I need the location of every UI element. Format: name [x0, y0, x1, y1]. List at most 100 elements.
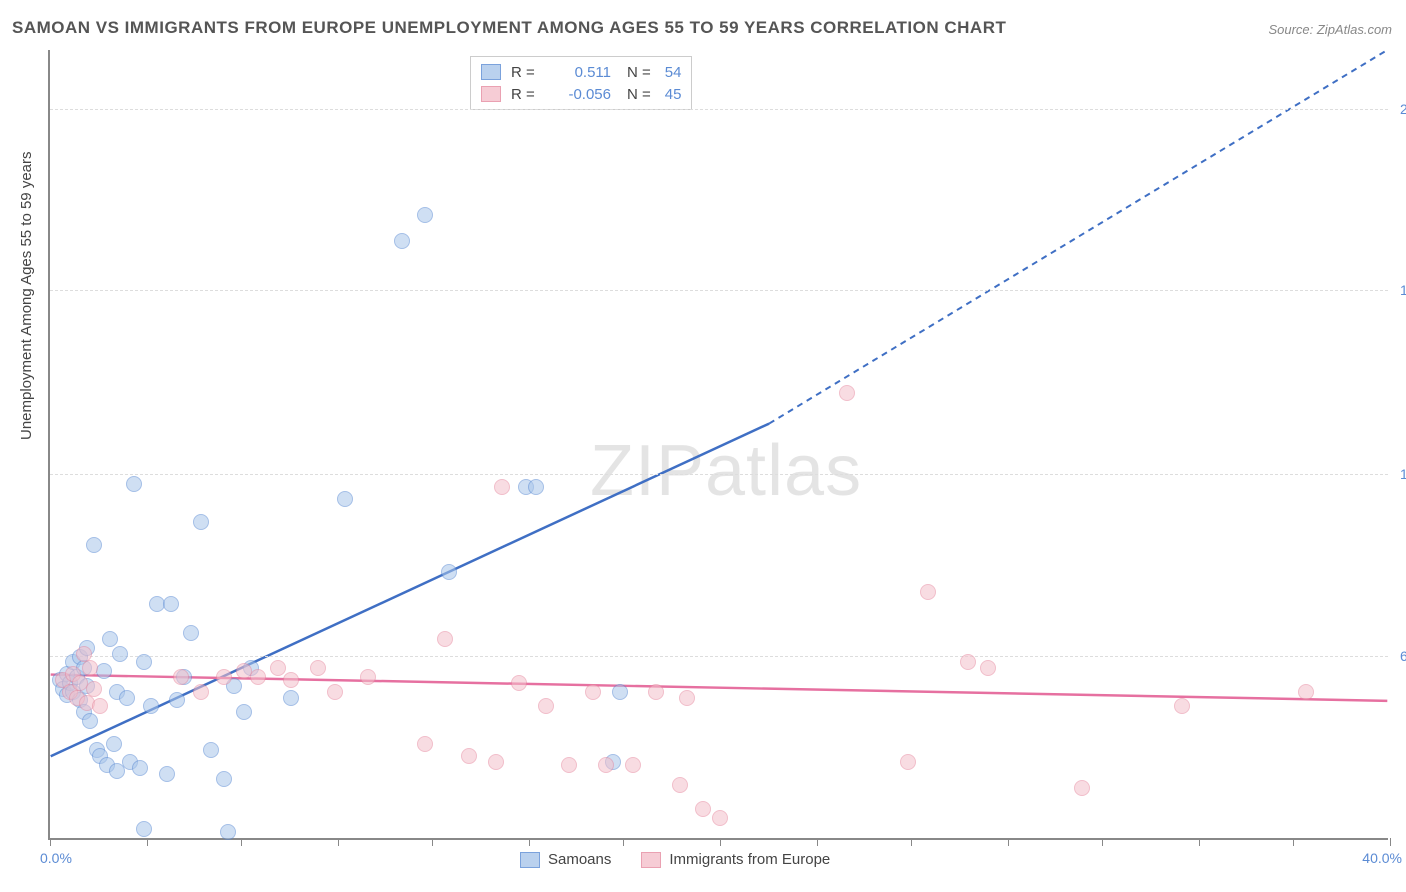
y-tick-label: 12.5% [1392, 466, 1406, 482]
data-point [82, 713, 98, 729]
swatch-blue-icon [520, 852, 540, 868]
chart-title: SAMOAN VS IMMIGRANTS FROM EUROPE UNEMPLO… [12, 18, 1006, 38]
r-value-2: -0.056 [551, 86, 611, 103]
x-tick [623, 838, 624, 846]
data-point [672, 777, 688, 793]
data-point [461, 748, 477, 764]
data-point [538, 698, 554, 714]
data-point [488, 754, 504, 770]
x-tick [241, 838, 242, 846]
x-axis-max-label: 40.0% [1362, 850, 1402, 866]
data-point [193, 514, 209, 530]
r-label: R = [511, 64, 541, 81]
data-point [112, 646, 128, 662]
x-tick [1390, 838, 1391, 846]
data-point [270, 660, 286, 676]
r-value-1: 0.511 [551, 64, 611, 81]
data-point [417, 736, 433, 752]
x-tick [50, 838, 51, 846]
data-point [173, 669, 189, 685]
data-point [310, 660, 326, 676]
data-point [648, 684, 664, 700]
data-point [437, 631, 453, 647]
r-label: R = [511, 86, 541, 103]
data-point [900, 754, 916, 770]
data-point [327, 684, 343, 700]
y-tick-label: 6.3% [1392, 648, 1406, 664]
legend-label: Immigrants from Europe [669, 851, 830, 868]
data-point [220, 824, 236, 840]
data-point [712, 810, 728, 826]
y-tick-label: 25.0% [1392, 101, 1406, 117]
data-point [86, 537, 102, 553]
data-point [585, 684, 601, 700]
source-label: Source: ZipAtlas.com [1268, 22, 1392, 37]
data-point [126, 476, 142, 492]
data-point [598, 757, 614, 773]
legend-label: Samoans [548, 851, 611, 868]
data-point [82, 660, 98, 676]
data-point [143, 698, 159, 714]
n-label: N = [627, 64, 651, 81]
data-point [236, 704, 252, 720]
data-point [169, 692, 185, 708]
x-tick [147, 838, 148, 846]
gridline [50, 474, 1388, 475]
x-tick [720, 838, 721, 846]
gridline [50, 290, 1388, 291]
x-tick [338, 838, 339, 846]
data-point [119, 690, 135, 706]
data-point [102, 631, 118, 647]
data-point [159, 766, 175, 782]
x-tick [1293, 838, 1294, 846]
data-point [216, 669, 232, 685]
data-point [1074, 780, 1090, 796]
gridline [50, 656, 1388, 657]
series-legend: Samoans Immigrants from Europe [520, 851, 830, 868]
data-point [183, 625, 199, 641]
x-tick [529, 838, 530, 846]
legend-item-samoans: Samoans [520, 851, 611, 868]
legend-row-europe: R = -0.056 N = 45 [481, 83, 681, 105]
data-point [283, 690, 299, 706]
data-point [417, 207, 433, 223]
n-value-2: 45 [665, 86, 682, 103]
x-tick [1199, 838, 1200, 846]
data-point [625, 757, 641, 773]
data-point [193, 684, 209, 700]
swatch-pink-icon [641, 852, 661, 868]
data-point [360, 669, 376, 685]
trend-lines-layer [50, 50, 1388, 838]
data-point [494, 479, 510, 495]
data-point [163, 596, 179, 612]
data-point [960, 654, 976, 670]
data-point [561, 757, 577, 773]
data-point [1174, 698, 1190, 714]
data-point [511, 675, 527, 691]
data-point [337, 491, 353, 507]
swatch-pink-icon [481, 86, 501, 102]
data-point [394, 233, 410, 249]
data-point [76, 646, 92, 662]
correlation-legend: R = 0.511 N = 54 R = -0.056 N = 45 [470, 56, 692, 110]
trend-line-extrapolated [769, 50, 1387, 424]
x-tick [1102, 838, 1103, 846]
swatch-blue-icon [481, 64, 501, 80]
data-point [106, 736, 122, 752]
x-tick [911, 838, 912, 846]
chart-plot-area: ZIPatlas R = 0.511 N = 54 R = -0.056 N =… [48, 50, 1388, 840]
x-tick [817, 838, 818, 846]
data-point [136, 821, 152, 837]
x-axis-min-label: 0.0% [40, 850, 72, 866]
data-point [528, 479, 544, 495]
data-point [86, 681, 102, 697]
y-tick-label: 18.8% [1392, 282, 1406, 298]
data-point [283, 672, 299, 688]
data-point [250, 669, 266, 685]
y-axis-label: Unemployment Among Ages 55 to 59 years [18, 151, 35, 440]
data-point [612, 684, 628, 700]
data-point [839, 385, 855, 401]
data-point [1298, 684, 1314, 700]
x-tick [1008, 838, 1009, 846]
n-value-1: 54 [665, 64, 682, 81]
